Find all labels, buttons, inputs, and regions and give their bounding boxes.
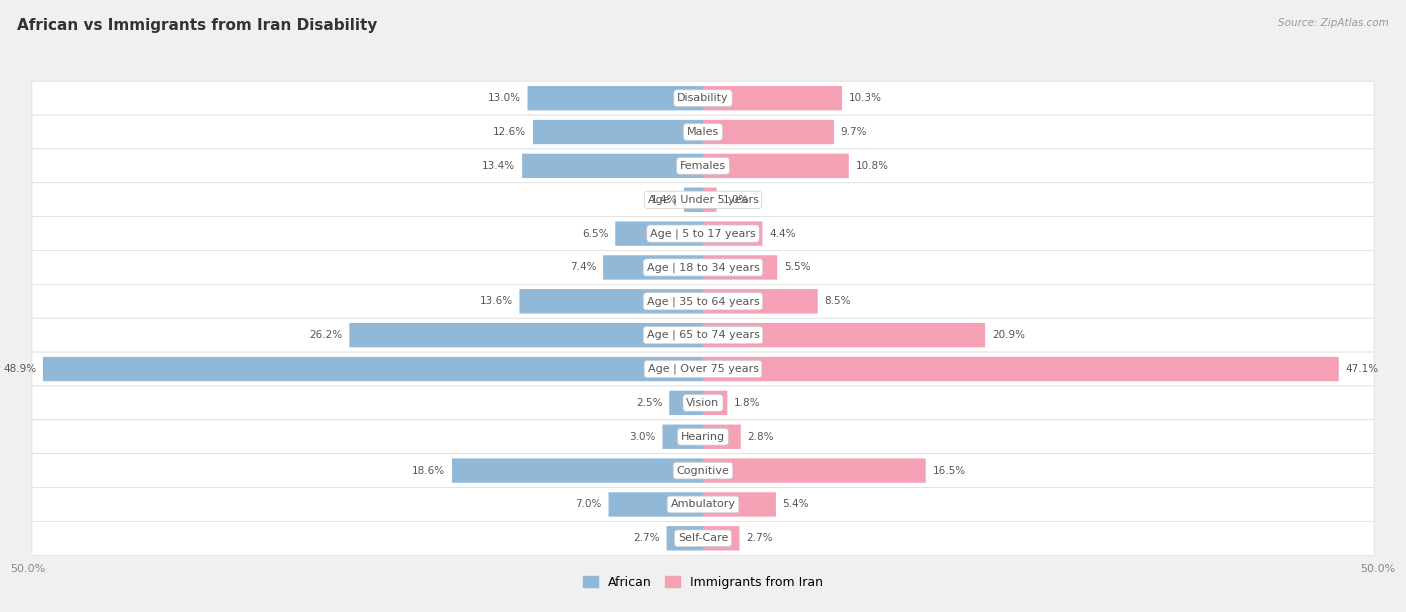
FancyBboxPatch shape (451, 458, 703, 483)
Text: 7.0%: 7.0% (575, 499, 602, 509)
Text: 48.9%: 48.9% (3, 364, 37, 374)
FancyBboxPatch shape (703, 458, 925, 483)
Text: 2.7%: 2.7% (633, 533, 659, 543)
Text: 2.5%: 2.5% (636, 398, 662, 408)
Text: 1.8%: 1.8% (734, 398, 761, 408)
FancyBboxPatch shape (703, 154, 849, 178)
FancyBboxPatch shape (703, 255, 778, 280)
Text: 26.2%: 26.2% (309, 330, 343, 340)
FancyBboxPatch shape (32, 250, 1374, 285)
FancyBboxPatch shape (703, 289, 818, 313)
Text: 2.8%: 2.8% (748, 431, 775, 442)
FancyBboxPatch shape (703, 526, 740, 550)
FancyBboxPatch shape (32, 285, 1374, 318)
Text: African vs Immigrants from Iran Disability: African vs Immigrants from Iran Disabili… (17, 18, 377, 34)
Text: Vision: Vision (686, 398, 720, 408)
Text: Age | Over 75 years: Age | Over 75 years (648, 364, 758, 375)
Text: 10.8%: 10.8% (855, 161, 889, 171)
Text: 7.4%: 7.4% (569, 263, 596, 272)
Text: 10.3%: 10.3% (849, 93, 882, 103)
Text: 5.4%: 5.4% (783, 499, 808, 509)
FancyBboxPatch shape (703, 357, 1339, 381)
FancyBboxPatch shape (609, 492, 703, 517)
Text: Hearing: Hearing (681, 431, 725, 442)
FancyBboxPatch shape (32, 115, 1374, 149)
FancyBboxPatch shape (669, 390, 703, 415)
Text: Source: ZipAtlas.com: Source: ZipAtlas.com (1278, 18, 1389, 28)
FancyBboxPatch shape (32, 453, 1374, 488)
Text: Self-Care: Self-Care (678, 533, 728, 543)
FancyBboxPatch shape (32, 183, 1374, 217)
Text: Males: Males (688, 127, 718, 137)
FancyBboxPatch shape (603, 255, 703, 280)
FancyBboxPatch shape (32, 488, 1374, 521)
Text: Ambulatory: Ambulatory (671, 499, 735, 509)
Text: 13.6%: 13.6% (479, 296, 513, 307)
FancyBboxPatch shape (32, 352, 1374, 386)
FancyBboxPatch shape (703, 323, 986, 348)
FancyBboxPatch shape (685, 187, 703, 212)
Text: 1.0%: 1.0% (723, 195, 749, 205)
Text: 6.5%: 6.5% (582, 229, 609, 239)
FancyBboxPatch shape (703, 390, 727, 415)
Legend: African, Immigrants from Iran: African, Immigrants from Iran (578, 570, 828, 594)
Text: 47.1%: 47.1% (1346, 364, 1379, 374)
FancyBboxPatch shape (703, 86, 842, 110)
Text: Age | 35 to 64 years: Age | 35 to 64 years (647, 296, 759, 307)
Text: 3.0%: 3.0% (630, 431, 655, 442)
FancyBboxPatch shape (616, 222, 703, 246)
Text: Females: Females (681, 161, 725, 171)
Text: Age | 18 to 34 years: Age | 18 to 34 years (647, 262, 759, 273)
FancyBboxPatch shape (32, 420, 1374, 453)
Text: Cognitive: Cognitive (676, 466, 730, 476)
FancyBboxPatch shape (703, 187, 717, 212)
Text: 8.5%: 8.5% (824, 296, 851, 307)
Text: 2.7%: 2.7% (747, 533, 773, 543)
FancyBboxPatch shape (703, 120, 834, 144)
FancyBboxPatch shape (527, 86, 703, 110)
FancyBboxPatch shape (703, 222, 762, 246)
FancyBboxPatch shape (32, 149, 1374, 183)
FancyBboxPatch shape (32, 386, 1374, 420)
Text: 5.5%: 5.5% (785, 263, 810, 272)
FancyBboxPatch shape (666, 526, 703, 550)
Text: 13.4%: 13.4% (482, 161, 516, 171)
FancyBboxPatch shape (32, 81, 1374, 115)
FancyBboxPatch shape (533, 120, 703, 144)
Text: 18.6%: 18.6% (412, 466, 446, 476)
Text: 4.4%: 4.4% (769, 229, 796, 239)
Text: 9.7%: 9.7% (841, 127, 868, 137)
Text: Age | 65 to 74 years: Age | 65 to 74 years (647, 330, 759, 340)
FancyBboxPatch shape (32, 217, 1374, 250)
FancyBboxPatch shape (349, 323, 703, 348)
Text: 12.6%: 12.6% (494, 127, 526, 137)
FancyBboxPatch shape (662, 425, 703, 449)
FancyBboxPatch shape (44, 357, 703, 381)
FancyBboxPatch shape (703, 425, 741, 449)
FancyBboxPatch shape (32, 318, 1374, 352)
Text: Age | 5 to 17 years: Age | 5 to 17 years (650, 228, 756, 239)
FancyBboxPatch shape (32, 521, 1374, 555)
Text: 16.5%: 16.5% (932, 466, 966, 476)
FancyBboxPatch shape (519, 289, 703, 313)
FancyBboxPatch shape (522, 154, 703, 178)
Text: 1.4%: 1.4% (651, 195, 678, 205)
Text: Age | Under 5 years: Age | Under 5 years (648, 195, 758, 205)
Text: Disability: Disability (678, 93, 728, 103)
FancyBboxPatch shape (703, 492, 776, 517)
Text: 20.9%: 20.9% (991, 330, 1025, 340)
Text: 13.0%: 13.0% (488, 93, 520, 103)
